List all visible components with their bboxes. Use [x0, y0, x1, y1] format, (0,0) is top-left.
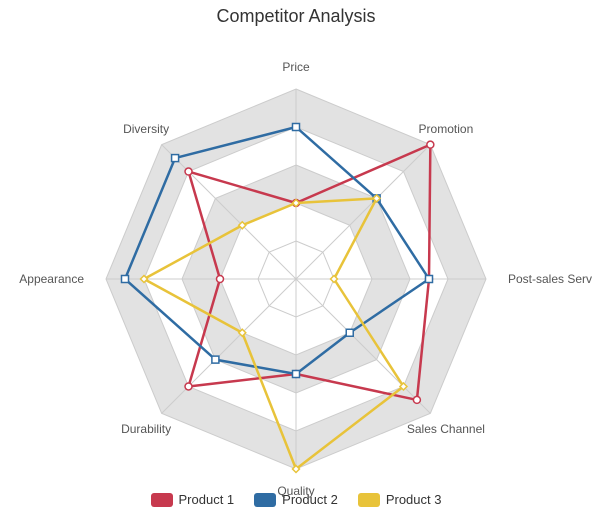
- axis-label: Durability: [121, 422, 171, 436]
- legend-item: Product 1: [151, 492, 235, 507]
- legend-swatch: [151, 493, 173, 507]
- legend-swatch: [358, 493, 380, 507]
- axis-label: Post-sales Service: [508, 272, 592, 286]
- axis-label: Diversity: [123, 122, 169, 136]
- axis-label: Appearance: [19, 272, 84, 286]
- axis-label: Promotion: [419, 122, 474, 136]
- chart-title: Competitor Analysis: [0, 0, 592, 27]
- radar-svg: [0, 27, 592, 492]
- legend-swatch: [254, 493, 276, 507]
- legend-label: Product 3: [386, 492, 442, 507]
- axis-label: Quality: [277, 484, 314, 498]
- radar-chart: Price Promotion Post-sales Service Sales Ch…: [0, 27, 592, 492]
- legend-label: Product 1: [179, 492, 235, 507]
- axis-label: Price: [282, 60, 309, 74]
- legend-item: Product 3: [358, 492, 442, 507]
- axis-label: Sales Channel: [407, 422, 485, 436]
